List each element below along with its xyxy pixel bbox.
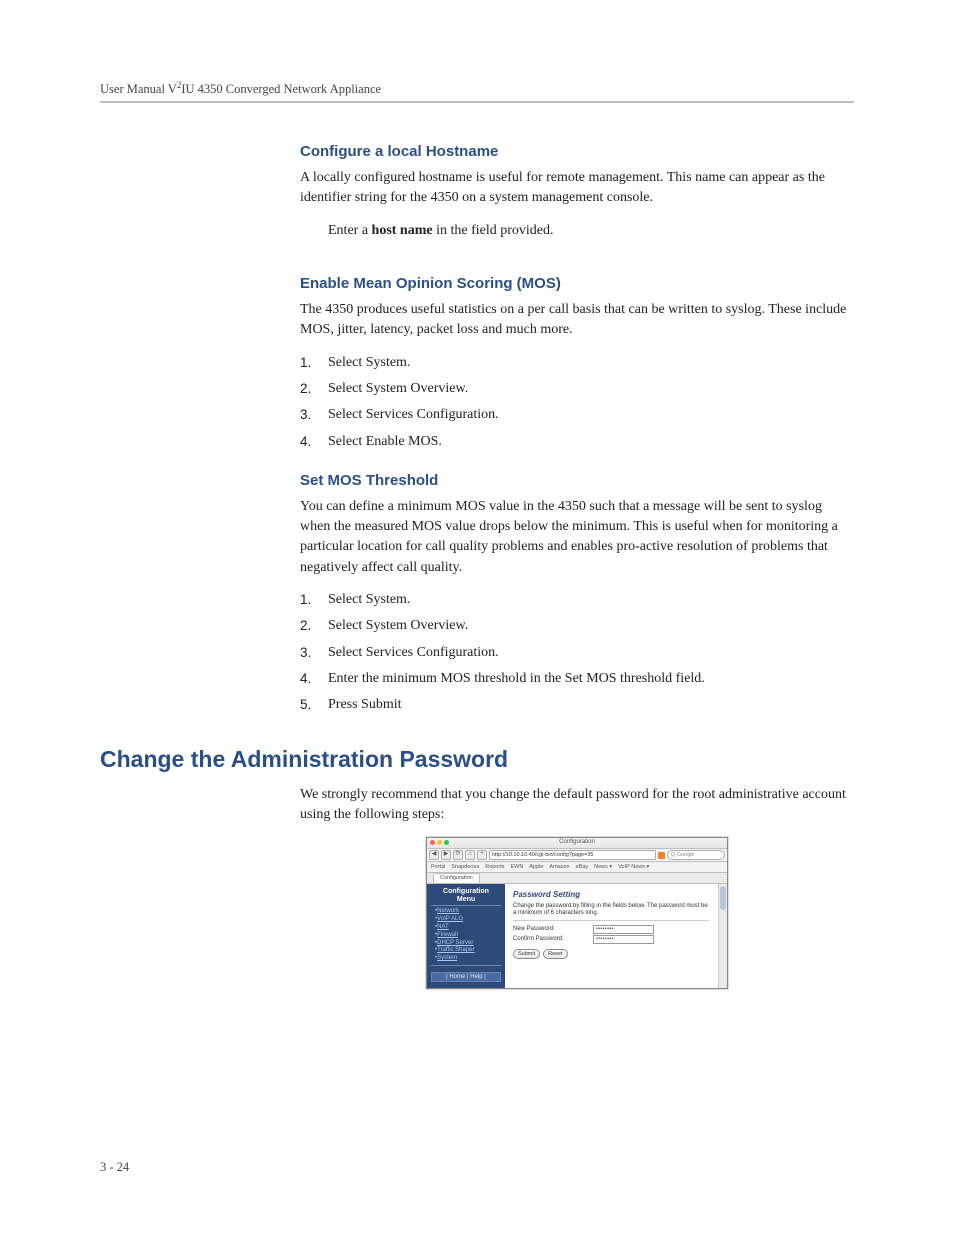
submit-button[interactable]: Submit [513,949,540,959]
url-input[interactable]: http://10.10.10.40/cgi-bin/config?page=3… [489,850,656,860]
list-item: Select Enable MOS. [300,432,854,452]
heading-admin-password: Change the Administration Password [100,746,854,773]
heading-mos: Enable Mean Opinion Scoring (MOS) [300,275,854,292]
embedded-screenshot: Configuration ◀ ▶ ⟳ ⌂ + http://10.10.10.… [426,837,728,989]
row-new-password: New Password: •••••••• [513,925,709,935]
list-item: Select Services Configuration. [300,643,854,663]
sidebar-item-dhcp[interactable]: DHCP Server [435,940,501,948]
sidebar-item-network[interactable]: Network [435,908,501,916]
bookmark-bar: Portal Snapdeous Reports EWN Apple Amazo… [427,862,727,873]
sidebar-title-l1: Configuration [443,888,489,895]
running-head: User Manual V2IU 4350 Converged Network … [100,80,854,97]
browser-toolbar: ◀ ▶ ⟳ ⌂ + http://10.10.10.40/cgi-bin/con… [427,849,727,862]
instruction-suffix: in the field provided. [433,223,554,238]
tab-strip: Configuration [427,873,727,884]
heading-threshold: Set MOS Threshold [300,472,854,489]
para-mos: The 4350 produces useful statistics on a… [300,300,854,341]
back-button[interactable]: ◀ [429,850,439,860]
instruction-hostname: Enter a host name in the field provided. [328,221,854,241]
reset-button[interactable]: Reset [543,949,567,959]
window-title: Configuration [427,839,727,845]
body-column-2: We strongly recommend that you change th… [300,785,854,990]
sidebar-item-traffic-shaper[interactable]: Traffic Shaper [435,947,501,955]
bookmark-item[interactable]: Snapdeous [451,864,479,870]
input-new-password[interactable]: •••••••• [593,925,654,934]
list-item: Select System Overview. [300,379,854,399]
rss-icon[interactable] [658,852,665,859]
row-confirm-password: Confirm Password: •••••••• [513,935,709,945]
panel-title: Password Setting [513,890,709,899]
bookmark-item[interactable]: eBay [576,864,589,870]
running-head-suffix: IU 4350 Converged Network Appliance [181,82,381,96]
input-confirm-password[interactable]: •••••••• [593,935,654,944]
heading-hostname: Configure a local Hostname [300,143,854,160]
window-titlebar: Configuration [427,838,727,849]
para-password: We strongly recommend that you change th… [300,785,854,826]
sidebar-item-firewall[interactable]: Firewall [435,932,501,940]
reload-button[interactable]: ⟳ [453,850,463,860]
sidebar-item-nat[interactable]: NAT [435,924,501,932]
para-threshold: You can define a minimum MOS value in th… [300,497,854,578]
search-placeholder: Google [677,852,695,858]
tab-configuration[interactable]: Configuration [433,873,480,883]
forward-button[interactable]: ▶ [441,850,451,860]
list-item: Select System. [300,353,854,373]
home-help-bar[interactable]: | Home | Help | [431,972,501,982]
sidebar-item-system[interactable]: System [435,955,501,963]
body-column: Configure a local Hostname A locally con… [300,143,854,715]
search-input[interactable]: Q Google [667,850,725,860]
list-item: Select System. [300,590,854,610]
button-row: Submit Reset [513,949,709,959]
running-head-prefix: User Manual V [100,82,177,96]
list-item: Press Submit [300,695,854,715]
sidebar: Configuration Menu Network VoIP ALG NAT … [427,884,505,988]
page: User Manual V2IU 4350 Converged Network … [0,0,954,1235]
para-hostname: A locally configured hostname is useful … [300,168,854,209]
steps-threshold: Select System. Select System Overview. S… [300,590,854,715]
list-item: Enter the minimum MOS threshold in the S… [300,669,854,689]
bookmark-item[interactable]: Amazon [549,864,569,870]
scrollbar-thumb[interactable] [720,886,726,910]
instruction-bold: host name [372,223,433,238]
bookmark-item[interactable]: News ▾ [594,864,612,870]
instruction-prefix: Enter a [328,223,372,238]
list-item: Select System Overview. [300,616,854,636]
add-button[interactable]: + [477,850,487,860]
content-panel: Password Setting Change the password by … [505,884,727,988]
label-confirm-password: Confirm Password: [513,935,593,945]
steps-mos: Select System. Select System Overview. S… [300,353,854,452]
home-button[interactable]: ⌂ [465,850,475,860]
sidebar-list: Network VoIP ALG NAT Firewall DHCP Serve… [431,908,501,963]
panel-description: Change the password by filling in the fi… [513,903,709,921]
sidebar-item-voip-alg[interactable]: VoIP ALG [435,916,501,924]
page-footer: 3 - 24 [100,1160,129,1175]
bookmark-item[interactable]: Reports [485,864,504,870]
header-rule [100,101,854,103]
scrollbar[interactable] [718,884,727,988]
list-item: Select Services Configuration. [300,405,854,425]
bookmark-item[interactable]: EWN [510,864,523,870]
sidebar-title-l2: Menu [457,896,475,903]
label-new-password: New Password: [513,925,593,935]
sidebar-title: Configuration Menu [431,888,501,903]
bookmark-item[interactable]: VoIP News ▾ [618,864,649,870]
bookmark-item[interactable]: Apple [529,864,543,870]
screenshot-body: Configuration Menu Network VoIP ALG NAT … [427,884,727,988]
bookmark-item[interactable]: Portal [431,864,445,870]
